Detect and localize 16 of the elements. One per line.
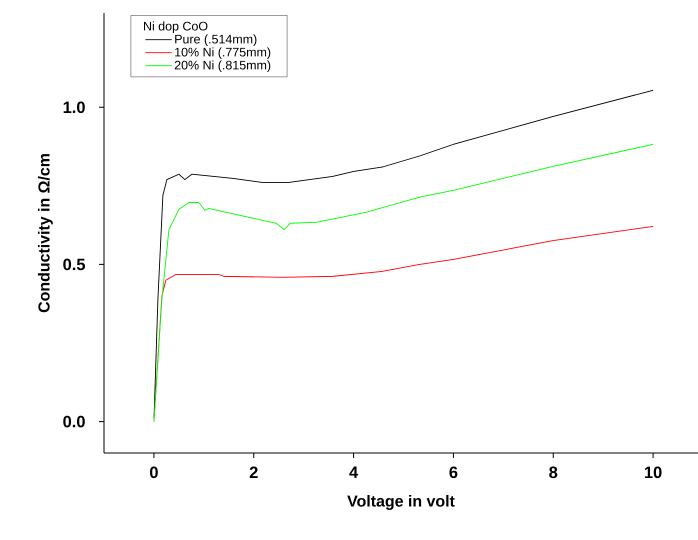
legend-label: 20% Ni (.815mm) (174, 60, 270, 72)
x-tick-label: 8 (549, 466, 558, 478)
y-tick-label: 1.0 (64, 101, 85, 114)
legend-label: Pure (.514mm) (175, 34, 256, 46)
line-series (153, 144, 654, 422)
y-tick-label: 0.5 (63, 258, 86, 270)
x-axis-title: Voltage in volt (347, 495, 455, 510)
x-tick-label: 0 (150, 466, 158, 478)
x-tick-label: 2 (250, 466, 258, 478)
x-tick-label: 4 (349, 466, 358, 478)
x-tick-label: 10 (644, 466, 662, 478)
y-axis-title: Conductivity in Ω/cm (38, 154, 53, 312)
x-tick-label: 6 (449, 466, 458, 478)
legend-label: 10% Ni (.775mm) (175, 47, 270, 59)
y-tick-label: 0.0 (63, 416, 85, 428)
legend-title: Ni dop CoO (144, 21, 208, 33)
